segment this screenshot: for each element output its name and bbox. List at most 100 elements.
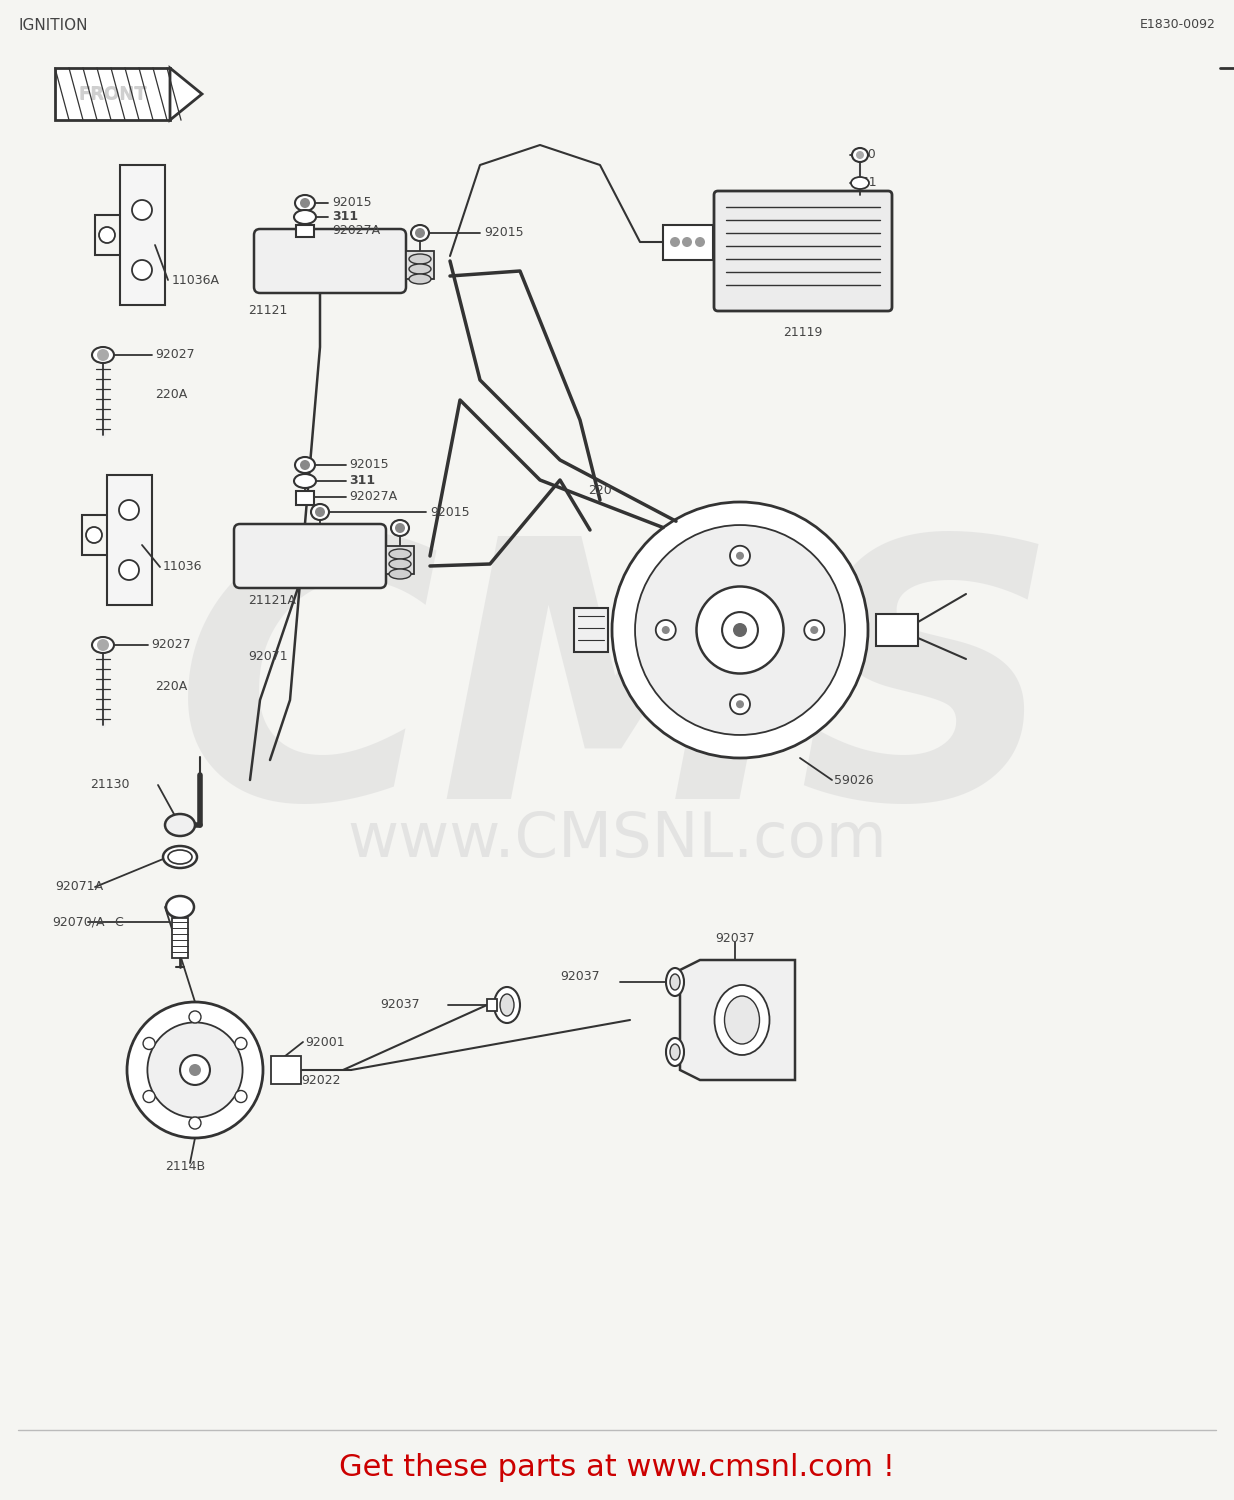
Circle shape xyxy=(735,700,744,708)
Circle shape xyxy=(234,1038,247,1050)
Bar xyxy=(876,614,918,646)
Ellipse shape xyxy=(408,274,431,284)
Ellipse shape xyxy=(93,638,114,652)
Ellipse shape xyxy=(494,987,520,1023)
Ellipse shape xyxy=(851,148,868,162)
Text: 220A: 220A xyxy=(155,681,188,693)
Text: 21121: 21121 xyxy=(248,303,288,316)
FancyBboxPatch shape xyxy=(714,190,892,310)
Circle shape xyxy=(300,460,310,470)
Text: 92071: 92071 xyxy=(248,651,288,663)
Circle shape xyxy=(696,586,784,674)
Circle shape xyxy=(118,560,139,580)
Bar xyxy=(296,225,313,237)
Text: 92037: 92037 xyxy=(380,999,420,1011)
Ellipse shape xyxy=(724,996,759,1044)
Ellipse shape xyxy=(389,549,411,560)
Text: 59026: 59026 xyxy=(834,774,874,786)
Ellipse shape xyxy=(294,474,316,488)
Text: 461: 461 xyxy=(853,177,876,189)
Text: E1830-0092: E1830-0092 xyxy=(1140,18,1215,32)
Bar xyxy=(406,251,434,279)
Circle shape xyxy=(655,620,676,640)
Text: 92001: 92001 xyxy=(305,1035,344,1048)
Text: 21121A: 21121A xyxy=(248,594,296,606)
Text: 92015: 92015 xyxy=(429,506,470,519)
Circle shape xyxy=(99,226,115,243)
Circle shape xyxy=(722,612,758,648)
Text: 92071A: 92071A xyxy=(56,880,104,894)
Ellipse shape xyxy=(295,458,315,472)
Ellipse shape xyxy=(500,994,515,1016)
Circle shape xyxy=(132,260,152,280)
Circle shape xyxy=(315,507,325,518)
Circle shape xyxy=(661,626,670,634)
Circle shape xyxy=(97,350,109,361)
Bar xyxy=(271,1056,301,1084)
Circle shape xyxy=(670,237,680,248)
Circle shape xyxy=(97,639,109,651)
Ellipse shape xyxy=(311,504,329,520)
Bar xyxy=(172,918,188,958)
Circle shape xyxy=(415,228,424,238)
Text: 220: 220 xyxy=(587,483,612,496)
Circle shape xyxy=(132,200,152,220)
Polygon shape xyxy=(680,960,795,1080)
Ellipse shape xyxy=(670,974,680,990)
Circle shape xyxy=(127,1002,263,1138)
Ellipse shape xyxy=(294,210,316,224)
Text: 11036A: 11036A xyxy=(172,273,220,286)
Ellipse shape xyxy=(714,986,770,1054)
Text: 92022: 92022 xyxy=(301,1074,341,1086)
Circle shape xyxy=(856,152,864,159)
Text: www.CMSNL.com: www.CMSNL.com xyxy=(347,810,887,870)
Text: 92015: 92015 xyxy=(484,226,523,240)
Text: Get these parts at www.cmsnl.com !: Get these parts at www.cmsnl.com ! xyxy=(339,1454,895,1482)
Circle shape xyxy=(395,524,405,532)
Text: 11036: 11036 xyxy=(163,561,202,573)
Circle shape xyxy=(189,1011,201,1023)
Text: 92027A: 92027A xyxy=(349,490,397,504)
Ellipse shape xyxy=(295,195,315,211)
Circle shape xyxy=(234,1090,247,1102)
Circle shape xyxy=(143,1090,155,1102)
Bar xyxy=(663,225,713,260)
Bar xyxy=(63,76,162,112)
Ellipse shape xyxy=(93,346,114,363)
Bar xyxy=(574,608,608,652)
Bar xyxy=(487,999,497,1011)
Text: 2114B: 2114B xyxy=(165,1160,205,1173)
Circle shape xyxy=(811,626,818,634)
Circle shape xyxy=(143,1038,155,1050)
Text: 92015: 92015 xyxy=(332,196,371,210)
Circle shape xyxy=(147,1023,243,1118)
Text: 110: 110 xyxy=(853,148,876,162)
Circle shape xyxy=(86,526,102,543)
Ellipse shape xyxy=(163,846,197,868)
Ellipse shape xyxy=(389,568,411,579)
Text: 92027: 92027 xyxy=(151,639,190,651)
Circle shape xyxy=(695,237,705,248)
Circle shape xyxy=(612,503,868,758)
Bar xyxy=(296,490,313,506)
Bar xyxy=(386,546,413,574)
Text: 311: 311 xyxy=(349,474,375,488)
Ellipse shape xyxy=(167,896,194,918)
Circle shape xyxy=(735,552,744,560)
Ellipse shape xyxy=(408,254,431,264)
Ellipse shape xyxy=(666,1038,684,1066)
Circle shape xyxy=(731,546,750,566)
Circle shape xyxy=(805,620,824,640)
Circle shape xyxy=(180,1054,210,1084)
Polygon shape xyxy=(170,68,202,120)
Text: IGNITION: IGNITION xyxy=(19,18,88,33)
Ellipse shape xyxy=(391,520,408,536)
Bar xyxy=(56,68,170,120)
Circle shape xyxy=(189,1064,201,1076)
Text: 92070/A~C: 92070/A~C xyxy=(52,915,123,928)
Circle shape xyxy=(118,500,139,520)
Circle shape xyxy=(682,237,692,248)
Circle shape xyxy=(189,1118,201,1130)
Polygon shape xyxy=(107,476,152,604)
FancyBboxPatch shape xyxy=(254,230,406,292)
